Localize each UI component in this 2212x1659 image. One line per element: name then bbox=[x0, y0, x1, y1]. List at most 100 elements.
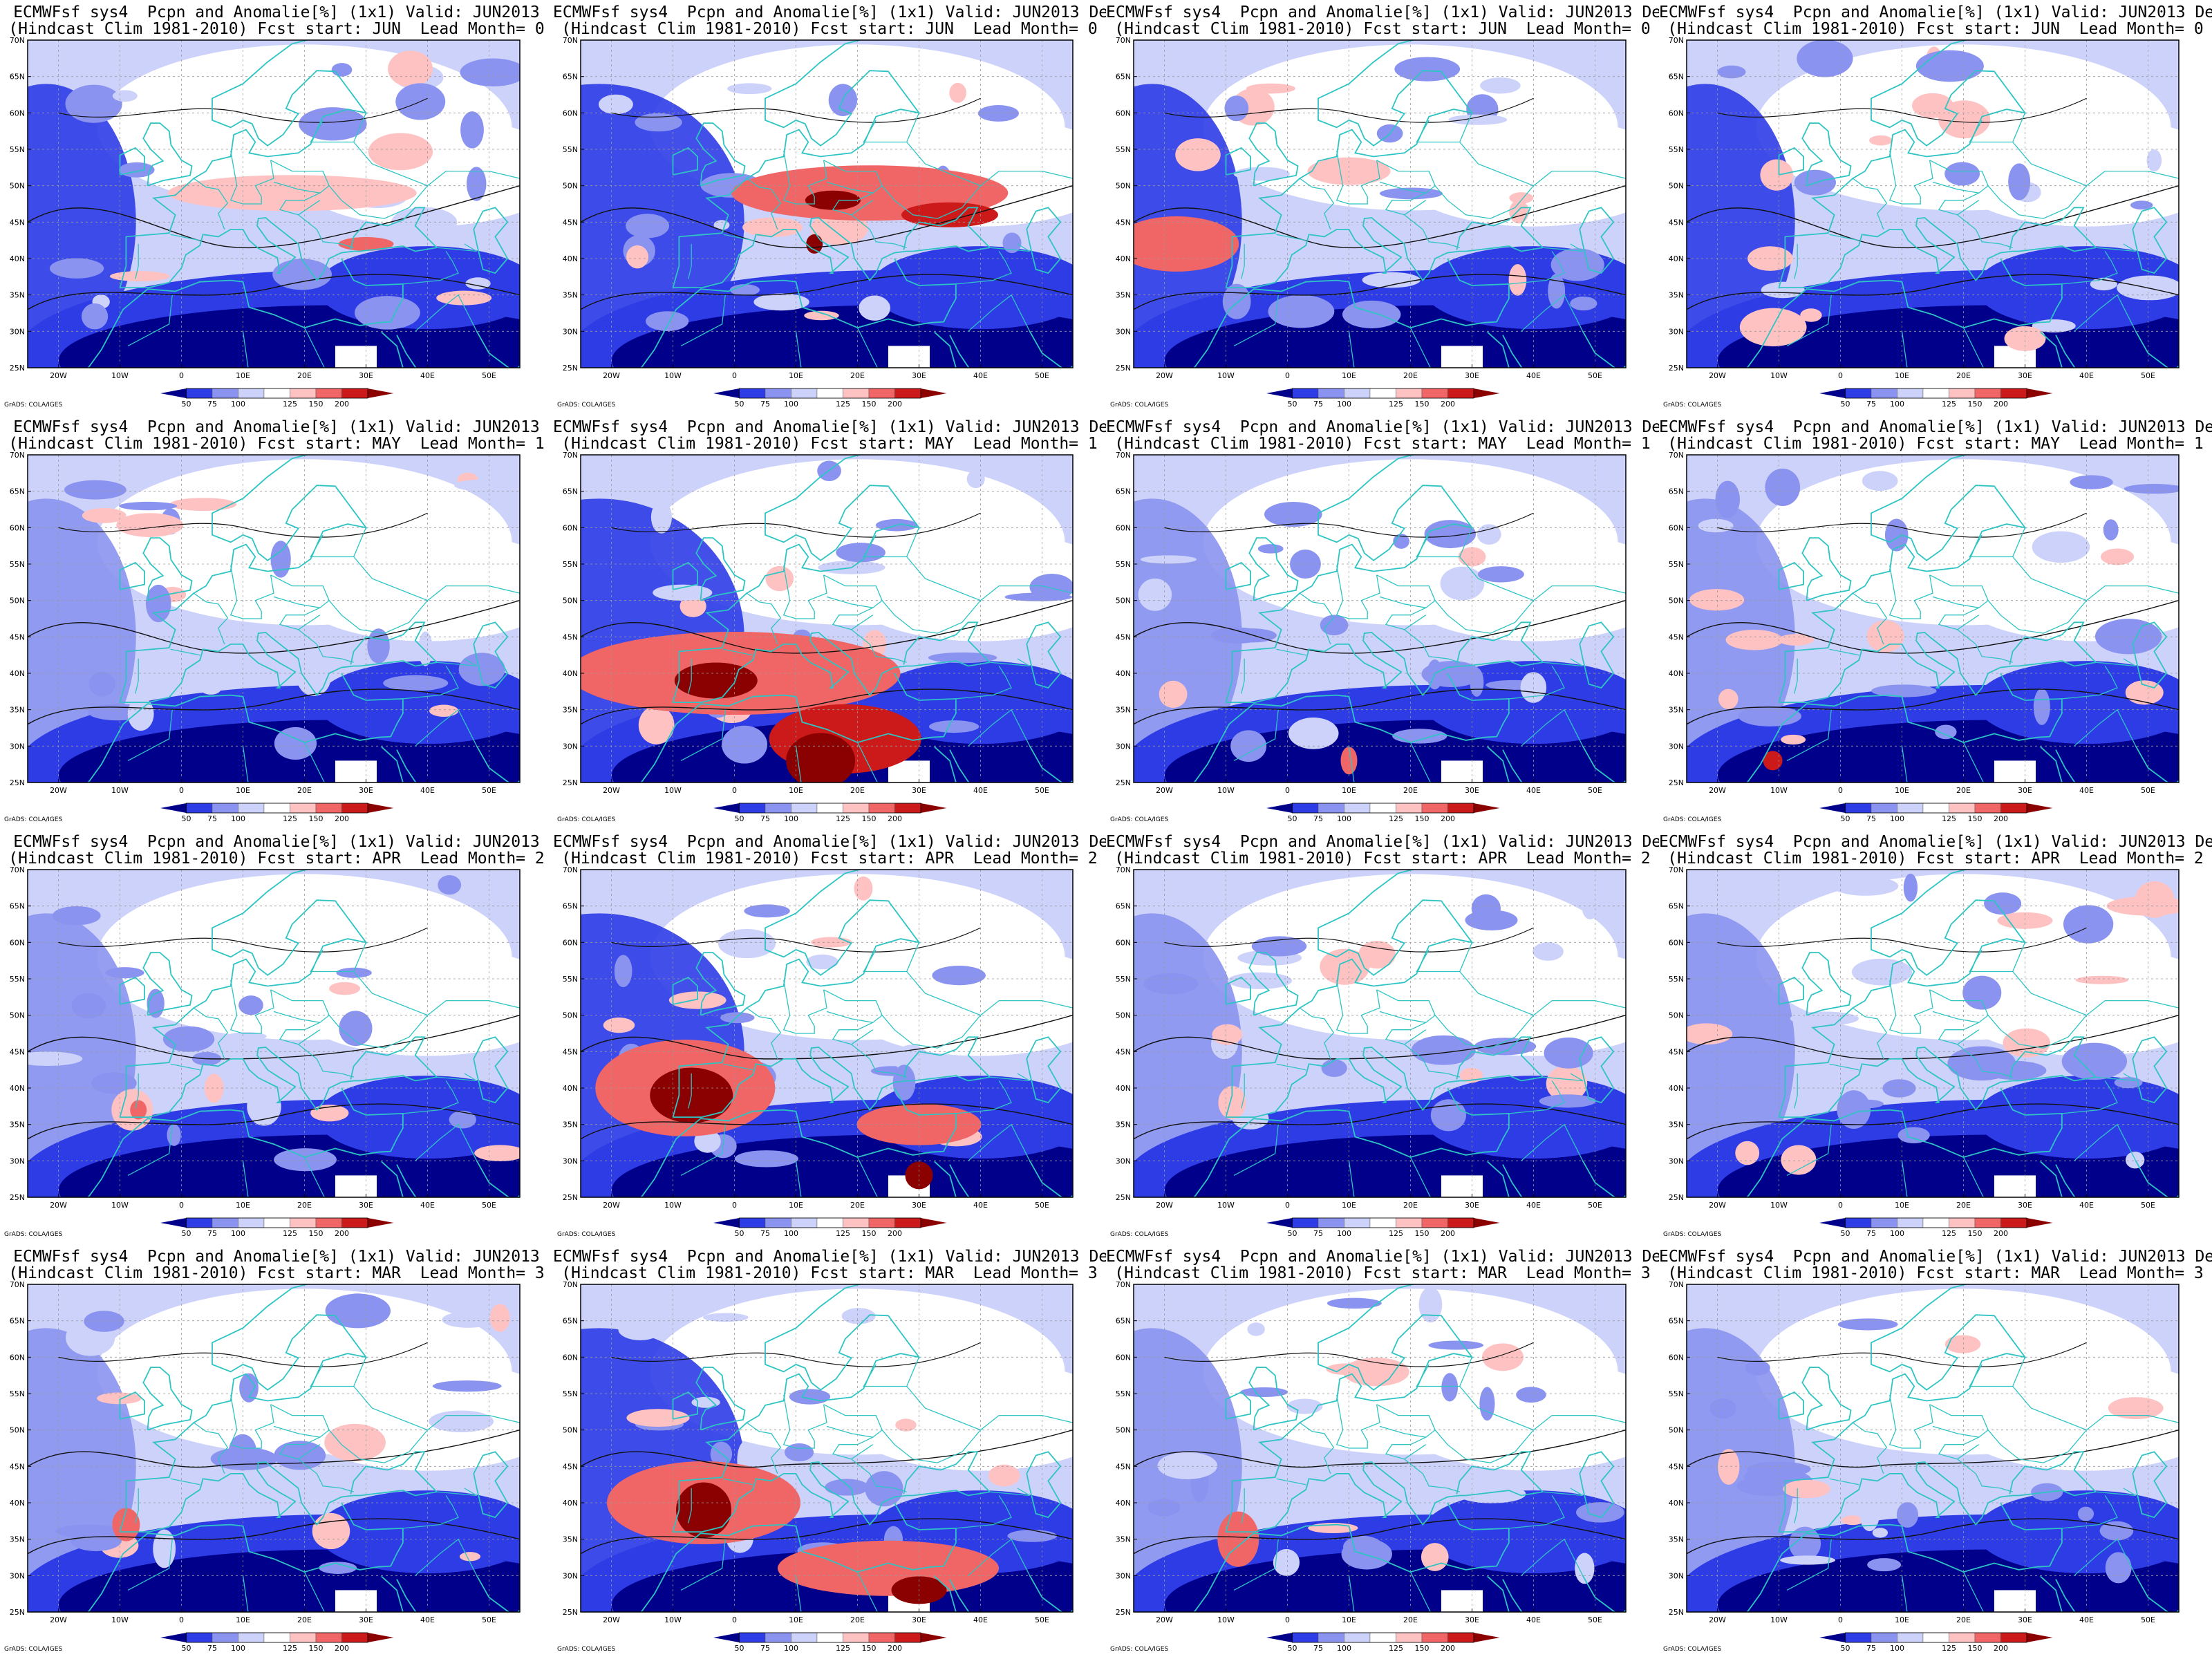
country-border bbox=[1508, 1495, 1565, 1529]
country-border bbox=[1385, 1436, 1427, 1460]
country-border bbox=[1987, 971, 2088, 1049]
colorbar-label: 75 bbox=[1313, 400, 1323, 409]
grads-credit: GrADS: COLA/IGES bbox=[1110, 1646, 1168, 1653]
lat-label: 30N bbox=[563, 1156, 578, 1165]
lat-label: 55N bbox=[563, 560, 578, 569]
country-border bbox=[436, 658, 478, 667]
colorbar-label: 100 bbox=[1337, 814, 1351, 823]
coastline bbox=[1502, 1164, 1523, 1197]
colorbar-segment bbox=[1974, 388, 2001, 399]
lat-label: 30N bbox=[563, 327, 578, 336]
lat-label: 50N bbox=[10, 597, 25, 606]
country-border bbox=[782, 565, 827, 619]
lat-label: 35N bbox=[563, 1535, 578, 1544]
coastline bbox=[1801, 952, 1852, 1016]
country-border bbox=[1938, 1022, 1980, 1045]
lon-label: 50E bbox=[1588, 1201, 1602, 1210]
country-border bbox=[968, 294, 1031, 332]
lat-label: 25N bbox=[10, 364, 25, 373]
country-border bbox=[2086, 1000, 2179, 1016]
country-border bbox=[989, 1488, 1031, 1497]
lat-label: 60N bbox=[563, 938, 578, 947]
colorbar-segment bbox=[739, 1632, 766, 1643]
precip-contour bbox=[1687, 274, 2179, 310]
colorbar-label: 125 bbox=[836, 814, 850, 823]
coastline bbox=[2055, 1579, 2076, 1612]
lon-label: 30E bbox=[359, 786, 373, 795]
country-border bbox=[436, 243, 478, 252]
grads-credit: GrADS: COLA/IGES bbox=[1110, 402, 1168, 409]
colorbar-label: 100 bbox=[1890, 1229, 1904, 1238]
lon-label: 20E bbox=[1956, 1615, 1971, 1624]
colorbar-segment bbox=[1396, 388, 1423, 399]
country-border bbox=[1233, 1124, 1279, 1176]
colorbar-segment bbox=[1396, 803, 1423, 814]
map-frame bbox=[27, 39, 521, 368]
country-border bbox=[1434, 971, 1535, 1049]
country-border bbox=[1459, 113, 1473, 142]
coastline bbox=[476, 1575, 520, 1612]
lat-label: 25N bbox=[1669, 778, 1684, 787]
colorbar-label: 150 bbox=[862, 1229, 877, 1238]
lon-label: 50E bbox=[1588, 1615, 1602, 1624]
colorbar-segment bbox=[868, 1217, 895, 1228]
coastline bbox=[1582, 745, 1626, 782]
lon-label: 0 bbox=[732, 786, 737, 795]
precip-contour bbox=[1687, 1014, 2179, 1060]
colorbar-label: 150 bbox=[1968, 400, 1983, 409]
colorbar-segment bbox=[1474, 803, 1500, 813]
country-border bbox=[955, 666, 1012, 700]
country-border bbox=[1233, 294, 1279, 346]
colorbar-label: 125 bbox=[1942, 1229, 1956, 1238]
country-border bbox=[353, 113, 367, 142]
colorbar-segment bbox=[160, 803, 187, 813]
lat-label: 50N bbox=[563, 182, 578, 191]
coastline bbox=[1801, 1367, 1852, 1431]
map-panel: 70N 65N 60N 55N 50N 45N 40N 35N 30N 25N 20W 10W 0 10E… bbox=[1659, 415, 2212, 830]
map-subtitle: (Hindcast Clim 1981-2010) Fcst start: AP… bbox=[1667, 850, 2204, 868]
lat-label: 30N bbox=[10, 1571, 25, 1580]
lon-label: 10W bbox=[1217, 371, 1235, 380]
lat-label: 70N bbox=[1116, 451, 1131, 460]
lat-label: 70N bbox=[563, 865, 578, 874]
colorbar-label: 75 bbox=[1313, 1644, 1323, 1653]
country-border bbox=[1521, 1123, 1584, 1161]
precip-contour bbox=[1134, 1518, 1626, 1555]
map-frame bbox=[580, 39, 1074, 368]
country-border bbox=[723, 1063, 753, 1071]
country-border bbox=[1533, 1414, 1626, 1431]
country-border bbox=[135, 1073, 139, 1109]
lat-label: 70N bbox=[1669, 1280, 1684, 1289]
lat-label: 60N bbox=[563, 523, 578, 532]
map-panel: 70N 65N 60N 55N 50N 45N 40N 35N 30N 25N 20W 10W 0 10E… bbox=[1659, 1244, 2212, 1659]
country-border bbox=[746, 592, 782, 645]
coastline bbox=[673, 217, 991, 289]
lon-label: 50E bbox=[1035, 371, 1049, 380]
coastline bbox=[2055, 749, 2076, 782]
grads-credit: GrADS: COLA/IGES bbox=[557, 402, 615, 409]
coastline bbox=[1225, 870, 1479, 1118]
country-border bbox=[863, 949, 883, 973]
lon-label: 20W bbox=[603, 1201, 620, 1210]
lat-label: 55N bbox=[1116, 1389, 1131, 1398]
country-border bbox=[1969, 120, 1989, 143]
lat-label: 45N bbox=[10, 632, 25, 641]
country-border bbox=[427, 1000, 520, 1016]
lat-label: 60N bbox=[1669, 938, 1684, 947]
colorbar-segment bbox=[1845, 388, 1872, 399]
lon-label: 50E bbox=[482, 786, 496, 795]
lat-label: 40N bbox=[563, 1084, 578, 1093]
coastline bbox=[672, 561, 699, 590]
country-border bbox=[1521, 709, 1584, 747]
country-border bbox=[170, 234, 200, 241]
lat-label: 40N bbox=[563, 1499, 578, 1508]
country-border bbox=[1416, 949, 1436, 973]
lon-label: 50E bbox=[482, 1615, 496, 1624]
lat-label: 60N bbox=[1669, 109, 1684, 118]
colorbar-segment bbox=[1897, 803, 1924, 814]
lon-label: 0 bbox=[1285, 786, 1290, 795]
lat-label: 35N bbox=[10, 291, 25, 300]
coastline bbox=[1193, 1087, 1510, 1197]
colorbar-segment bbox=[1949, 803, 1976, 814]
lat-label: 60N bbox=[1116, 1353, 1131, 1362]
